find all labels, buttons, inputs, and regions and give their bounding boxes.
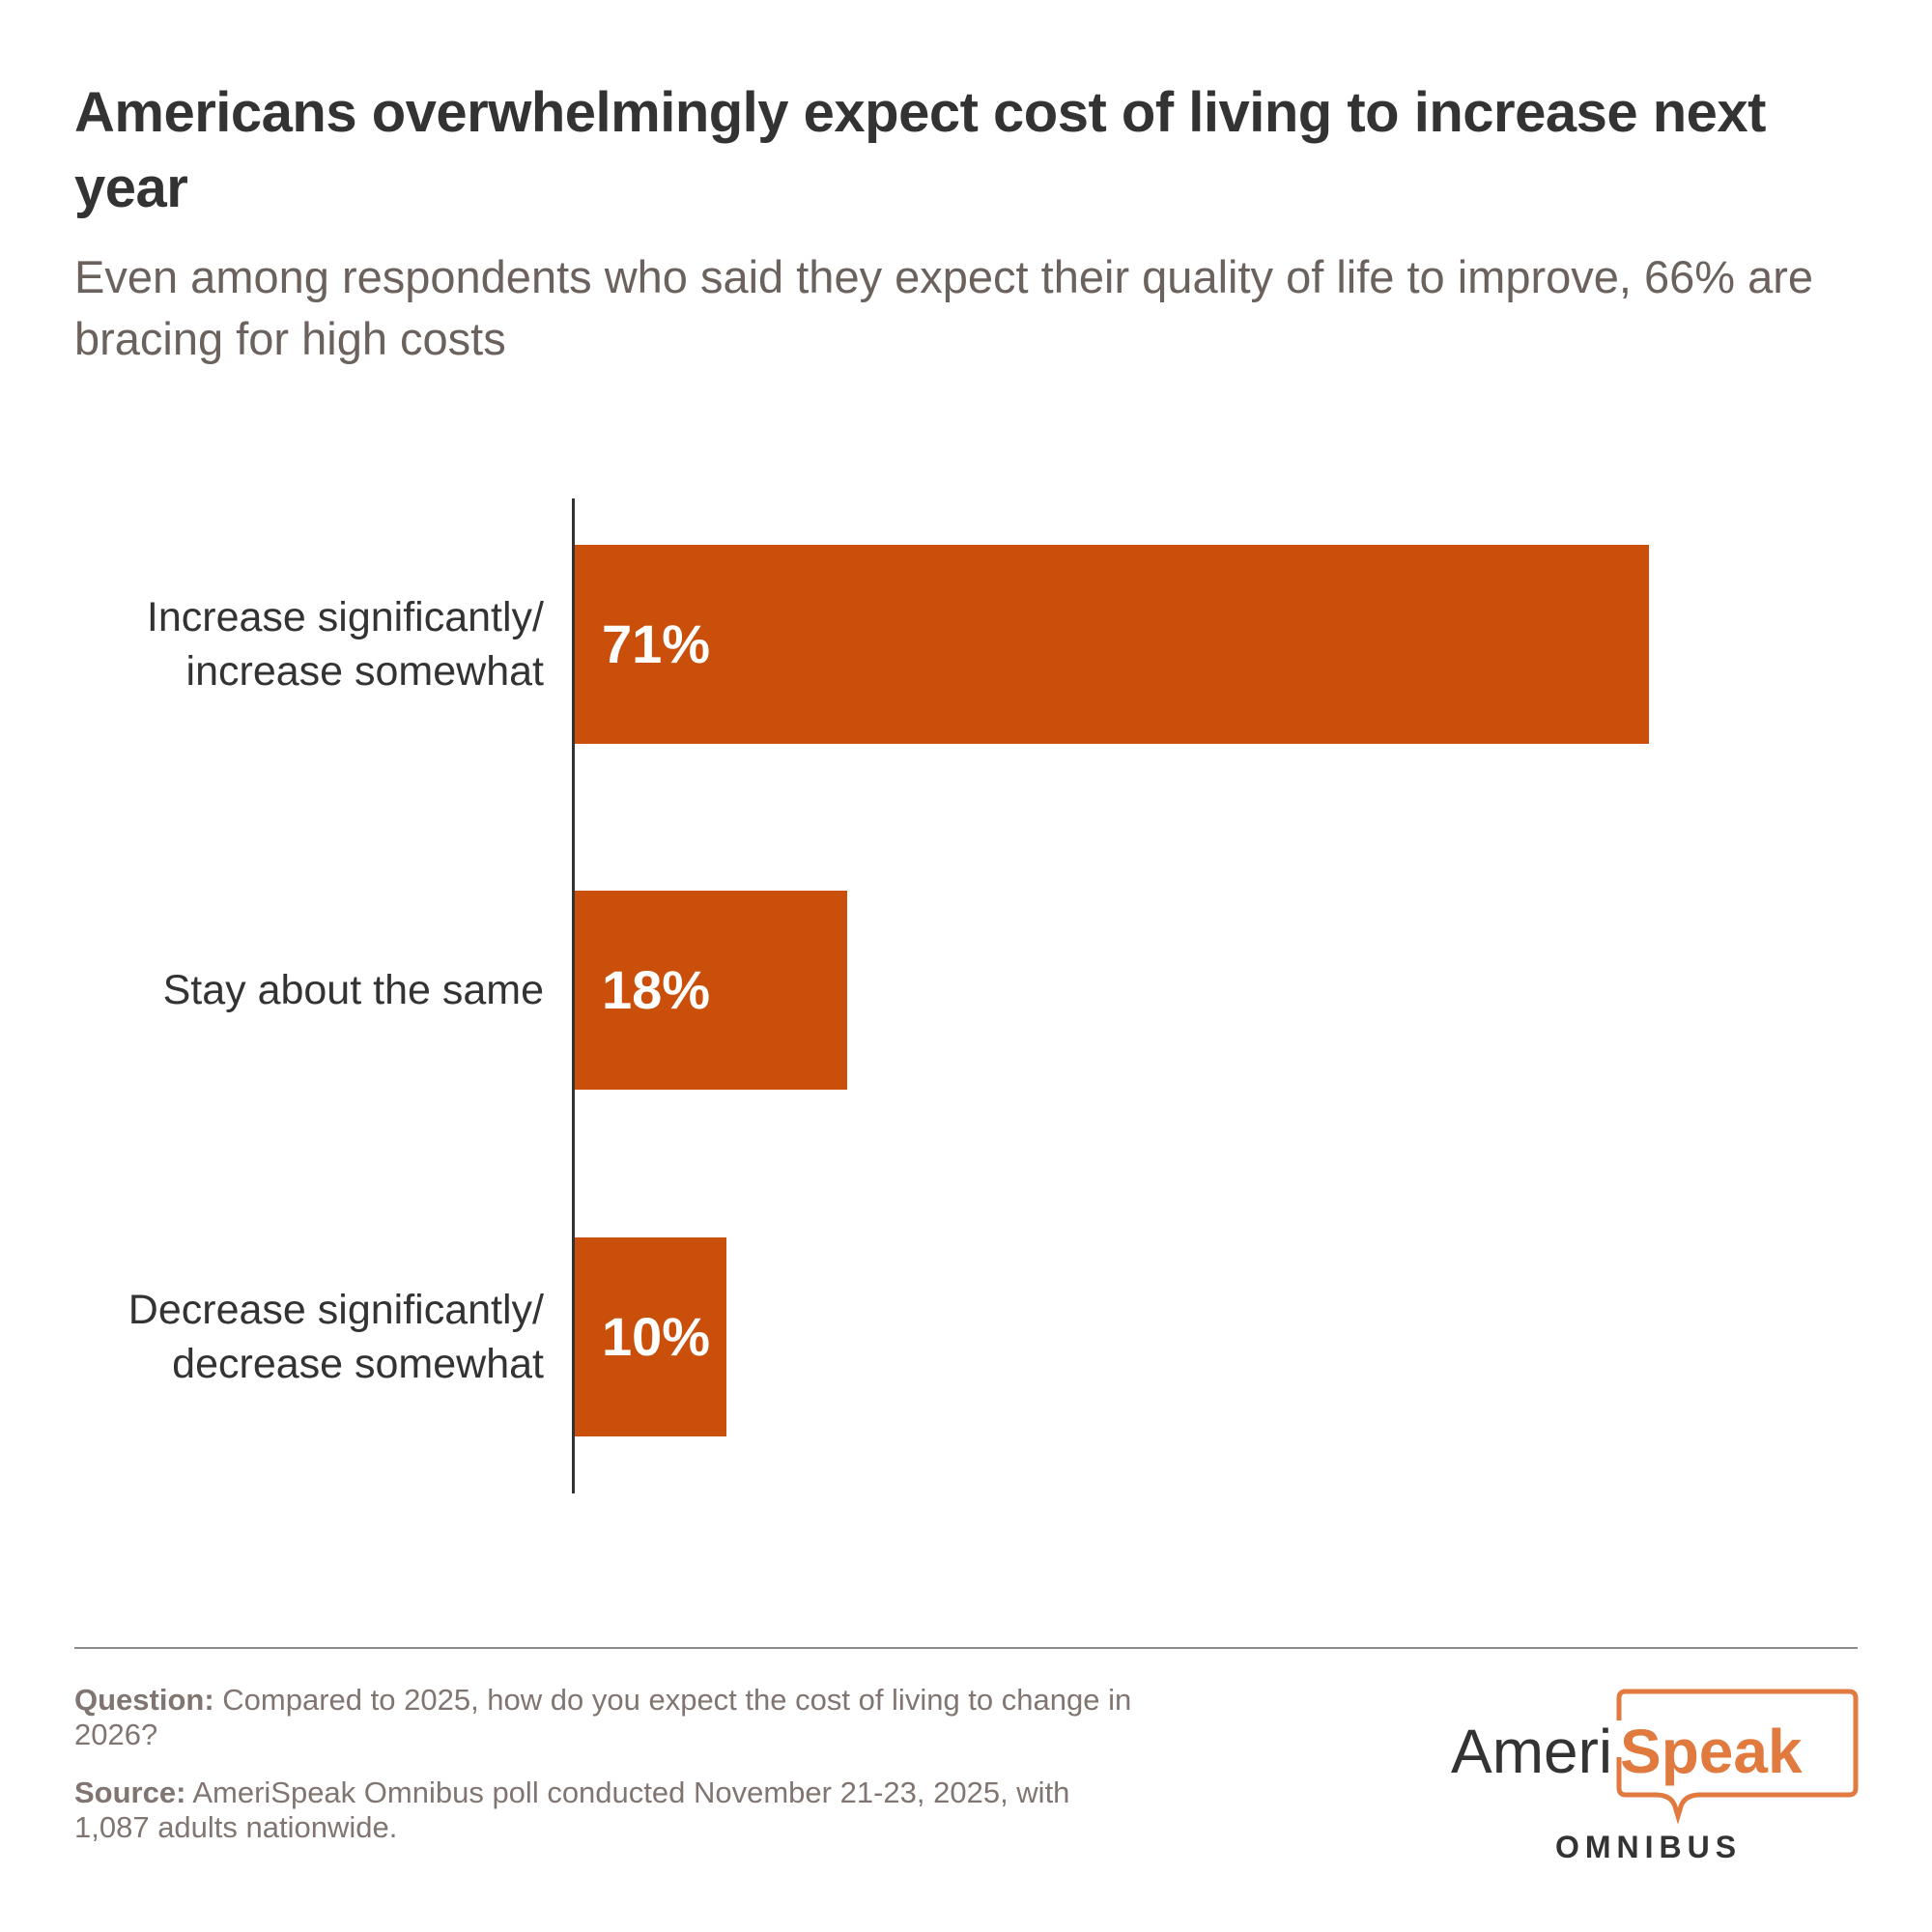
footer-divider: [74, 1647, 1858, 1649]
bar-value-label: 10%: [602, 1306, 711, 1367]
question-text: Compared to 2025, how do you expect the …: [74, 1683, 1132, 1751]
chart-subtitle: Even among respondents who said they exp…: [74, 251, 1814, 364]
source-note: Source: AmeriSpeak Omnibus poll conducte…: [74, 1776, 1137, 1845]
logo-ameri: Ameri: [1451, 1717, 1612, 1786]
category-label: Decrease significantly/ decrease somewha…: [128, 1287, 544, 1387]
bar: [575, 545, 1649, 744]
source-label: Source:: [74, 1776, 186, 1809]
bar: [575, 891, 847, 1090]
bar: [575, 1237, 726, 1436]
category-label: Increase significantly/ increase somewha…: [146, 594, 544, 695]
speech-bubble-icon: Ameri Speak OMNIBUS: [1451, 1689, 1859, 1864]
question-label: Question:: [74, 1683, 214, 1717]
bar-value-label: 18%: [602, 959, 711, 1020]
y-axis-line: [572, 498, 575, 1493]
question-note: Question: Compared to 2025, how do you e…: [74, 1683, 1137, 1752]
bar-value-label: 71%: [602, 613, 711, 674]
chart-title: Americans overwhelmingly expect cost of …: [74, 81, 1766, 219]
logo-speak: Speak: [1620, 1717, 1803, 1786]
amerispeak-logo: Ameri Speak OMNIBUS: [1449, 1686, 1874, 1869]
logo-omnibus: OMNIBUS: [1555, 1830, 1742, 1864]
category-label: Stay about the same: [162, 967, 544, 1013]
source-text: AmeriSpeak Omnibus poll conducted Novemb…: [74, 1776, 1070, 1844]
